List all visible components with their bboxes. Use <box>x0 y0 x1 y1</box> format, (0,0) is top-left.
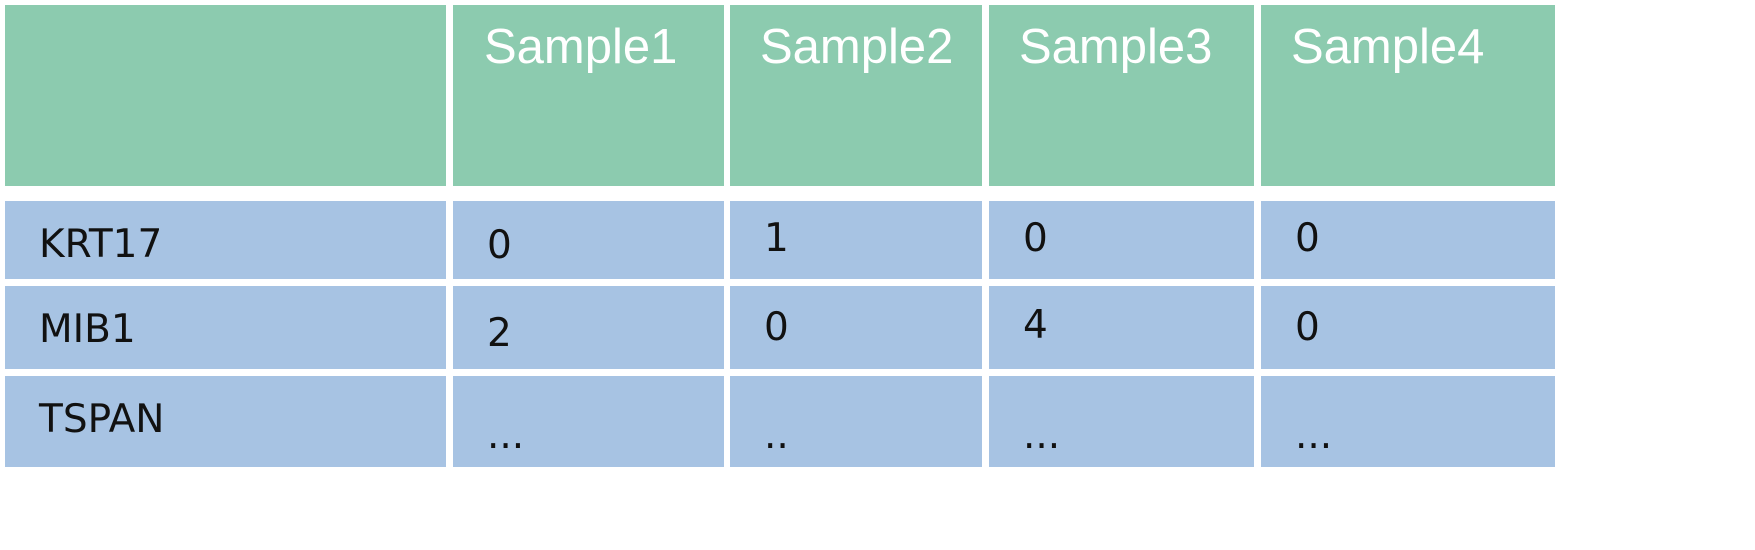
table-cell-value: 1 <box>764 216 789 261</box>
header-cell-sample3: Sample3 <box>989 5 1254 186</box>
table-cell: 0 <box>1261 201 1555 279</box>
table-cell: ... <box>1261 376 1555 467</box>
table-row-mib1: MIB1 <box>5 286 446 369</box>
table-cell-value: .. <box>764 413 789 458</box>
table-cell-value: ... <box>487 413 525 458</box>
table-cell: 0 <box>989 201 1254 279</box>
table-cell-value: 2 <box>487 311 512 356</box>
table-cell: .. <box>730 376 982 467</box>
table-cell-value: 4 <box>1023 303 1048 348</box>
table-cell-value: 0 <box>1295 305 1320 350</box>
header-label-sample1: Sample1 <box>484 20 678 74</box>
gene-name: TSPAN <box>39 397 165 442</box>
header-label-sample4: Sample4 <box>1291 20 1485 74</box>
table-cell: 0 <box>1261 286 1555 369</box>
header-cell-sample1: Sample1 <box>453 5 724 186</box>
table-cell-value: 0 <box>1295 216 1320 261</box>
header-label-sample2: Sample2 <box>760 20 954 74</box>
table-cell: 0 <box>730 286 982 369</box>
table-cell: 0 <box>453 201 724 279</box>
table-cell: 4 <box>989 286 1254 369</box>
header-label-sample3: Sample3 <box>1019 20 1213 74</box>
table-cell-value: 0 <box>1023 216 1048 261</box>
table-cell: ... <box>989 376 1254 467</box>
gene-name: MIB1 <box>39 307 136 352</box>
table-cell-value: 0 <box>764 305 789 350</box>
table-cell: ... <box>453 376 724 467</box>
header-cell-sample4: Sample4 <box>1261 5 1555 186</box>
gene-name: KRT17 <box>39 222 163 267</box>
header-corner-cell <box>5 5 446 186</box>
table-row-tspan: TSPAN <box>5 376 446 467</box>
table-cell: 1 <box>730 201 982 279</box>
table-cell-value: ... <box>1295 413 1333 458</box>
table-cell-value: 0 <box>487 223 512 268</box>
table-cell-value: ... <box>1023 413 1061 458</box>
table-cell: 2 <box>453 286 724 369</box>
table-row-krt17: KRT17 <box>5 201 446 279</box>
header-cell-sample2: Sample2 <box>730 5 982 186</box>
